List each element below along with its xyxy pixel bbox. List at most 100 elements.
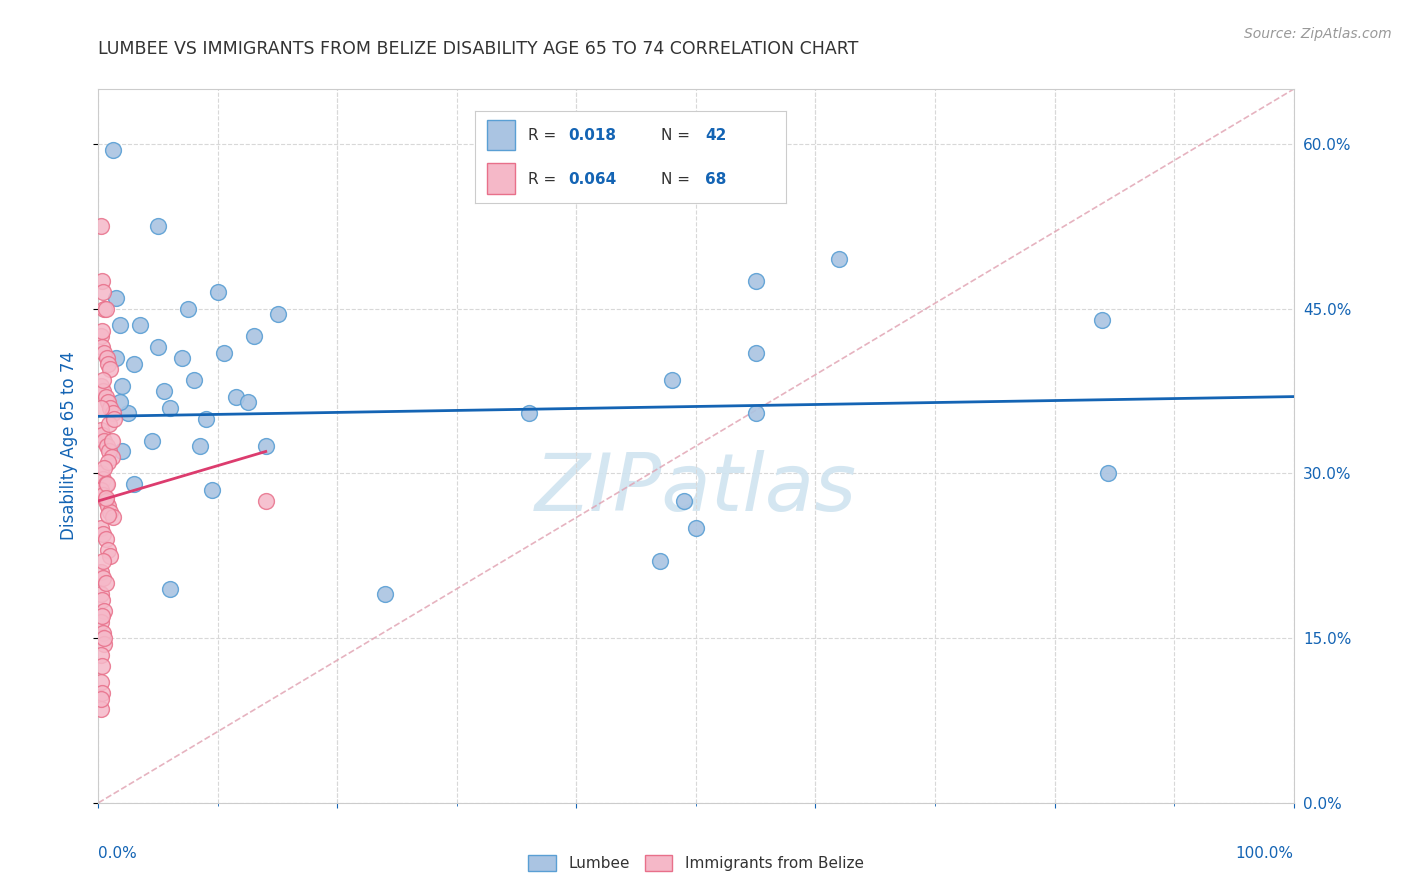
Point — [177, 301, 200, 316]
Point — [90, 329, 112, 343]
Point — [96, 477, 118, 491]
Point — [103, 411, 125, 425]
Legend: Lumbee, Immigrants from Belize: Lumbee, Immigrants from Belize — [522, 849, 870, 877]
Point — [94, 494, 117, 508]
Point — [90, 702, 112, 716]
Point — [91, 285, 114, 300]
Point — [124, 357, 146, 371]
Point — [97, 543, 120, 558]
Point — [111, 378, 134, 392]
Point — [91, 571, 114, 585]
Point — [745, 406, 768, 420]
Point — [91, 373, 114, 387]
Point — [97, 455, 120, 469]
Point — [91, 625, 114, 640]
Point — [159, 401, 181, 415]
Point — [111, 444, 134, 458]
Point — [517, 406, 540, 420]
Point — [183, 373, 205, 387]
Point — [90, 401, 112, 415]
Point — [93, 631, 115, 645]
Point — [97, 500, 120, 514]
Point — [91, 384, 114, 398]
Point — [254, 494, 277, 508]
Point — [91, 686, 114, 700]
Point — [108, 318, 131, 333]
Point — [1097, 467, 1119, 481]
Point — [98, 549, 122, 563]
Point — [90, 566, 112, 580]
Point — [94, 533, 117, 547]
Point — [97, 508, 120, 523]
Point — [98, 444, 121, 458]
Point — [105, 291, 128, 305]
Point — [98, 362, 122, 376]
Point — [101, 510, 124, 524]
Point — [90, 467, 112, 481]
Text: ZIPatlas: ZIPatlas — [534, 450, 858, 528]
Point — [745, 345, 768, 359]
Text: 0.0%: 0.0% — [98, 846, 138, 861]
Point — [93, 345, 115, 359]
Point — [91, 274, 114, 288]
Point — [94, 477, 117, 491]
Point — [90, 615, 112, 629]
Point — [236, 395, 259, 409]
Point — [91, 340, 114, 354]
Point — [207, 285, 229, 300]
Point — [117, 406, 139, 420]
Point — [108, 395, 131, 409]
Point — [267, 307, 290, 321]
Point — [243, 329, 266, 343]
Point — [148, 340, 170, 354]
Point — [153, 384, 176, 398]
Point — [124, 477, 146, 491]
Point — [91, 609, 114, 624]
Point — [96, 439, 118, 453]
Point — [90, 378, 112, 392]
Point — [648, 554, 672, 568]
Point — [172, 351, 194, 366]
Point — [100, 450, 122, 464]
Point — [90, 648, 112, 662]
Point — [93, 461, 115, 475]
Point — [91, 554, 114, 568]
Point — [225, 390, 247, 404]
Point — [685, 521, 707, 535]
Point — [91, 488, 114, 502]
Point — [254, 439, 277, 453]
Point — [374, 587, 396, 601]
Point — [90, 423, 112, 437]
Point — [90, 219, 112, 234]
Point — [141, 434, 163, 448]
Point — [673, 494, 696, 508]
Point — [828, 252, 851, 267]
Y-axis label: Disability Age 65 to 74: Disability Age 65 to 74 — [59, 351, 77, 541]
Point — [90, 691, 112, 706]
Point — [159, 582, 181, 596]
Point — [98, 401, 122, 415]
Point — [201, 483, 224, 497]
Point — [91, 324, 114, 338]
Point — [94, 301, 117, 316]
Point — [90, 675, 112, 690]
Point — [212, 345, 235, 359]
Point — [101, 406, 124, 420]
Point — [91, 428, 114, 442]
Point — [745, 274, 768, 288]
Point — [91, 472, 114, 486]
Point — [94, 390, 117, 404]
Point — [94, 576, 117, 591]
Point — [661, 373, 683, 387]
Point — [91, 658, 114, 673]
Point — [90, 483, 112, 497]
Point — [105, 351, 128, 366]
Point — [101, 143, 124, 157]
Point — [100, 434, 122, 448]
Point — [148, 219, 170, 234]
Text: LUMBEE VS IMMIGRANTS FROM BELIZE DISABILITY AGE 65 TO 74 CORRELATION CHART: LUMBEE VS IMMIGRANTS FROM BELIZE DISABIL… — [98, 40, 859, 58]
Point — [194, 411, 218, 425]
Point — [93, 301, 115, 316]
Point — [93, 604, 115, 618]
Point — [97, 357, 120, 371]
